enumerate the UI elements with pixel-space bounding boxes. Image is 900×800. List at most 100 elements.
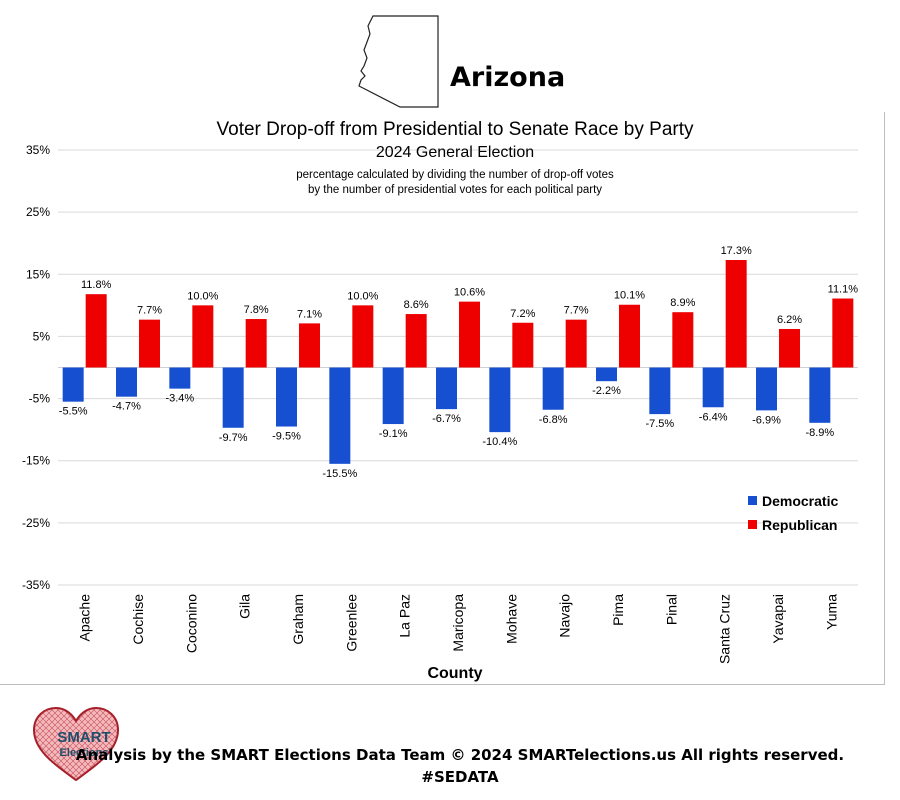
data-label-democratic: -8.9% (805, 427, 834, 439)
x-tick-label: Maricopa (450, 594, 466, 652)
bar-democratic (596, 367, 617, 382)
legend-swatch-democratic (748, 496, 757, 505)
y-tick-label: -35% (22, 578, 50, 592)
bar-democratic (169, 367, 191, 389)
logo-text-smart: SMART (57, 729, 110, 746)
drop-off-bar-chart: 35% 25% 15% 5% -5% -15% -25% -35% Voter Drop-off… (22, 119, 859, 682)
x-tick-label: Yavapai (770, 594, 786, 644)
bar-democratic (489, 367, 511, 433)
x-tick-label: Gila (237, 594, 253, 619)
x-tick-label: Pinal (663, 594, 679, 625)
data-label-democratic: -2.2% (592, 385, 621, 397)
chart-title: Voter Drop-off from Presidential to Sena… (217, 119, 694, 140)
x-tick-label: Coconino (183, 594, 199, 653)
y-tick-label: 35% (26, 143, 50, 157)
data-label-republican: 7.7% (137, 305, 162, 317)
data-label-republican: 8.9% (670, 297, 695, 309)
x-tick-label: Santa Cruz (717, 594, 733, 664)
data-label-democratic: -9.1% (379, 428, 408, 440)
chart-subtitle: 2024 General Election (376, 144, 534, 161)
data-label-republican: 10.6% (454, 287, 485, 299)
hashtag-text: #SEDATA (421, 768, 499, 786)
x-tick-label: Apache (77, 594, 93, 642)
arizona-outline-icon (358, 15, 439, 108)
bar-democratic (756, 367, 777, 411)
bar-republican (299, 323, 320, 368)
state-name: Arizona (450, 62, 566, 93)
data-label-democratic: -6.8% (539, 414, 568, 426)
bar-republican (459, 301, 480, 368)
x-tick-label: Cochise (130, 594, 146, 645)
bar-democratic (809, 367, 831, 423)
data-label-democratic: -3.4% (165, 393, 194, 405)
y-tick-label: 5% (33, 329, 51, 343)
bar-democratic (329, 367, 351, 464)
bar-democratic (276, 367, 297, 427)
data-label-republican: 10.0% (187, 290, 218, 302)
y-tick-label: -5% (29, 392, 51, 406)
data-label-democratic: -9.5% (272, 431, 301, 443)
legend-swatch-republican (748, 520, 757, 529)
logo-text-elections: Elections (60, 747, 109, 759)
legend-label-republican: Republican (762, 517, 837, 533)
smart-elections-logo: SMART Elections (32, 706, 120, 782)
bar-democratic (436, 367, 457, 410)
data-label-republican: 7.7% (564, 305, 589, 317)
x-tick-label: Pima (610, 594, 626, 626)
bar-democratic (702, 367, 724, 408)
data-label-democratic: -10.4% (482, 436, 517, 448)
bar-republican (619, 304, 640, 368)
data-label-republican: 17.3% (721, 245, 752, 257)
x-axis-label: County (427, 665, 482, 682)
data-label-democratic: -5.5% (59, 406, 88, 418)
chart-note-line-2: by the number of presidential votes for … (308, 184, 602, 196)
bar-republican (512, 322, 534, 368)
data-label-republican: 11.1% (828, 284, 859, 296)
data-label-democratic: -6.9% (752, 414, 781, 426)
y-tick-label: -25% (22, 516, 50, 530)
data-label-republican: 10.0% (347, 290, 378, 302)
bar-democratic (222, 367, 244, 428)
data-label-democratic: -7.5% (645, 418, 674, 430)
bar-democratic (116, 367, 137, 397)
legend-label-democratic: Democratic (762, 493, 838, 509)
bar-republican (405, 314, 427, 368)
bar-republican (352, 305, 374, 368)
data-label-republican: 10.1% (614, 290, 645, 302)
x-tick-label: Yuma (823, 594, 839, 630)
x-tick-label: La Paz (397, 594, 413, 638)
x-tick-label: Mohave (503, 594, 519, 644)
bar-democratic (649, 367, 671, 415)
data-label-republican: 7.8% (244, 304, 269, 316)
bar-republican (192, 305, 214, 368)
data-label-republican: 11.8% (81, 279, 112, 291)
data-label-republican: 8.6% (404, 299, 429, 311)
bar-republican (672, 312, 694, 368)
x-tick-label: Greenlee (343, 594, 359, 652)
data-label-democratic: -15.5% (322, 468, 357, 480)
y-tick-label: -15% (22, 454, 50, 468)
x-tick-label: Graham (290, 594, 306, 645)
bar-democratic (382, 367, 404, 425)
data-label-democratic: -9.7% (219, 432, 248, 444)
y-tick-label: 25% (26, 205, 50, 219)
data-label-republican: 7.2% (510, 308, 535, 320)
y-tick-label: 15% (26, 267, 50, 281)
bar-republican (85, 294, 107, 368)
bar-democratic (542, 367, 564, 410)
bar-republican (565, 319, 587, 368)
bar-republican (245, 319, 267, 368)
data-label-republican: 7.1% (297, 308, 322, 320)
x-tick-label: Navajo (557, 594, 573, 638)
bar-republican (779, 328, 800, 368)
bar-republican (139, 319, 160, 368)
chart-note-line-1: percentage calculated by dividing the nu… (296, 169, 614, 181)
data-label-democratic: -4.7% (112, 401, 141, 413)
data-label-democratic: -6.4% (699, 411, 728, 423)
footer: Analysis by the SMART Elections Data Tea… (0, 744, 900, 788)
copyright-text: Analysis by the SMART Elections Data Tea… (75, 746, 845, 764)
bar-republican (832, 298, 854, 368)
bar-republican (725, 259, 747, 368)
data-label-republican: 6.2% (777, 314, 802, 326)
data-label-democratic: -6.7% (432, 413, 461, 425)
